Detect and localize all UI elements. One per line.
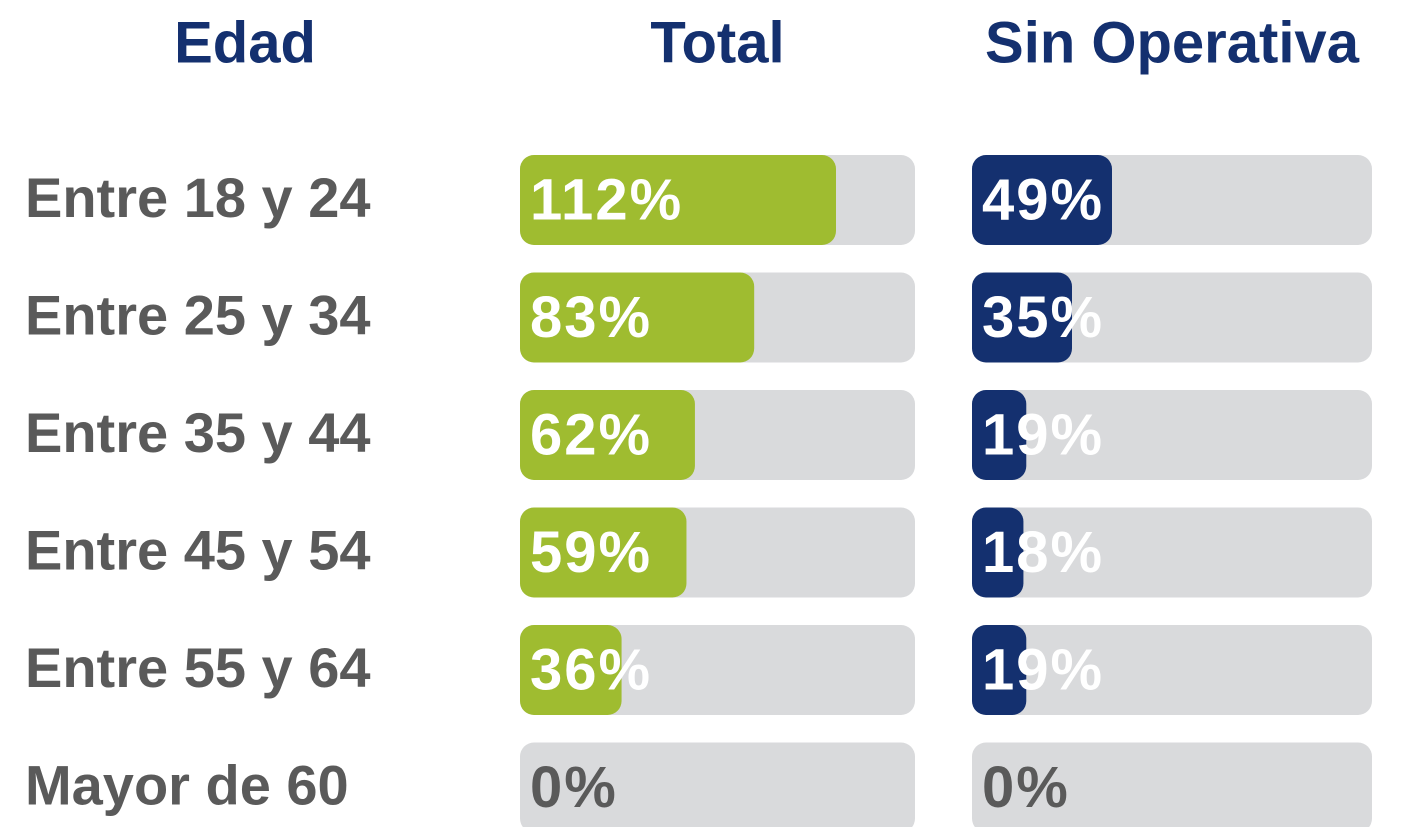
- bar: [520, 390, 695, 480]
- category-label: Entre 45 y 54: [25, 518, 371, 581]
- bar: [972, 507, 1024, 598]
- category-label: Entre 25 y 34: [25, 283, 371, 346]
- category-title: Edad: [174, 10, 316, 75]
- bar-track: [520, 742, 915, 827]
- value-label: 19%: [982, 402, 1104, 467]
- category-label: Mayor de 60: [25, 753, 349, 816]
- bar: [520, 507, 687, 598]
- bar: [520, 155, 836, 245]
- value-label: 59%: [530, 520, 652, 585]
- bar-track: [972, 390, 1372, 480]
- value-label: 0%: [982, 755, 1070, 820]
- bar: [520, 272, 755, 363]
- bar: [972, 625, 1027, 715]
- bar-track: [972, 625, 1372, 715]
- series-title: Total: [650, 10, 784, 75]
- value-label: 18%: [982, 520, 1104, 585]
- bar: [520, 625, 622, 715]
- value-label: 62%: [530, 402, 652, 467]
- category-label: Entre 35 y 44: [25, 401, 371, 464]
- value-label: 35%: [982, 285, 1104, 350]
- value-label: 0%: [530, 755, 618, 820]
- value-label: 112%: [530, 167, 683, 232]
- bar: [972, 390, 1027, 480]
- category-label: Entre 55 y 64: [25, 636, 371, 699]
- value-label: 36%: [530, 637, 652, 702]
- value-label: 83%: [530, 285, 652, 350]
- value-label: 19%: [982, 637, 1104, 702]
- category-label: Entre 18 y 24: [25, 166, 371, 229]
- bar: [972, 272, 1072, 363]
- series-title: Sin Operativa: [985, 10, 1360, 75]
- bar: [972, 155, 1112, 245]
- value-label: 49%: [982, 167, 1104, 232]
- bar-track: [972, 742, 1372, 827]
- bar-track: [972, 507, 1372, 598]
